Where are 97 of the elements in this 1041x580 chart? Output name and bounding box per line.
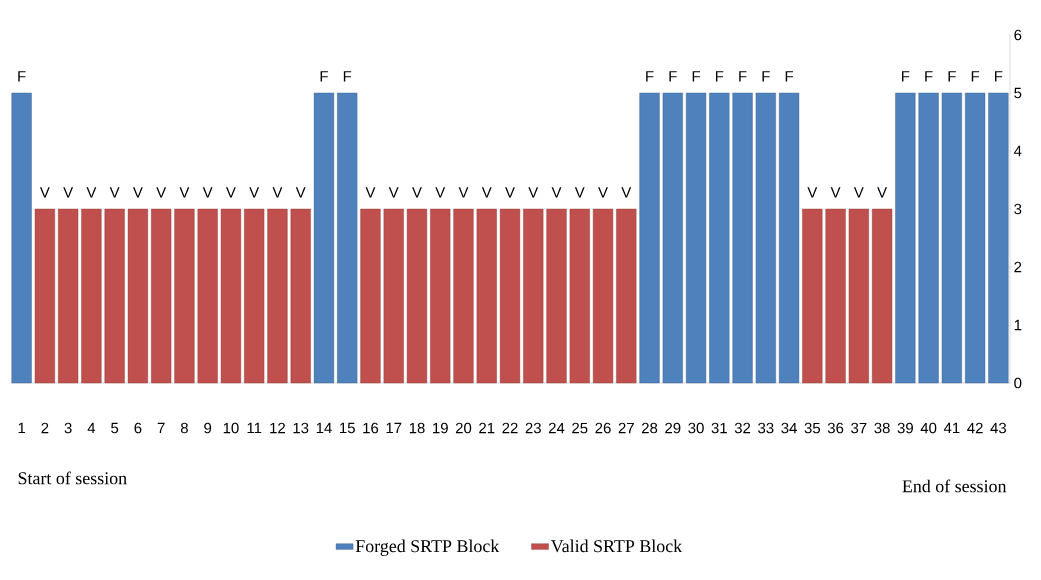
x-tick-label: 37 — [851, 422, 867, 434]
data-label: V — [63, 187, 74, 198]
data-label: V — [109, 187, 120, 198]
x-tick-label: 7 — [157, 422, 165, 434]
x-tick-label: 31 — [711, 422, 727, 434]
data-label: V — [156, 187, 167, 198]
x-tick-label: 30 — [688, 422, 704, 434]
data-label: V — [295, 187, 306, 198]
x-tick-label: 21 — [479, 422, 495, 434]
data-label: V — [551, 187, 562, 198]
x-tick-label: 6 — [134, 422, 142, 434]
data-label: F — [669, 71, 677, 82]
data-label: V — [621, 187, 632, 198]
data-label: F — [995, 71, 1003, 82]
x-tick-label: 20 — [455, 422, 472, 434]
data-label: V — [481, 187, 492, 198]
data-label: V — [179, 187, 190, 198]
x-tick-label: 38 — [874, 422, 890, 434]
data-label: F — [925, 71, 933, 82]
x-tick-label: 8 — [180, 422, 188, 434]
data-label: F — [18, 71, 26, 82]
x-tick-label: 9 — [204, 422, 212, 434]
data-label: V — [365, 187, 376, 198]
data-label: V — [830, 187, 841, 198]
data-label: V — [202, 187, 213, 198]
y-tick-label: 0 — [1014, 377, 1022, 389]
data-label: F — [739, 71, 747, 82]
y-tick-label: 2 — [1014, 261, 1022, 273]
x-tick-label: 26 — [595, 422, 611, 434]
x-tick-label: 3 — [64, 422, 72, 434]
data-label: F — [971, 71, 980, 82]
data-label: F — [715, 71, 724, 82]
x-tick-label: 29 — [665, 422, 681, 434]
data-label: V — [877, 187, 888, 198]
data-label: V — [574, 187, 585, 198]
y-tick-label: 5 — [1014, 87, 1022, 99]
data-label: V — [412, 187, 422, 198]
data-label: F — [785, 71, 794, 82]
x-tick-label: 34 — [781, 422, 797, 434]
y-tick-label: 1 — [1014, 319, 1022, 331]
x-tick-label: 36 — [827, 422, 844, 434]
data-label: V — [435, 187, 446, 198]
data-label: V — [226, 187, 236, 198]
x-tick-label: 42 — [967, 422, 983, 434]
x-tick-label: 19 — [433, 422, 448, 434]
x-tick-label: 23 — [525, 422, 541, 434]
data-label: F — [692, 71, 701, 82]
text: Start of session — [18, 471, 127, 485]
x-tick-label: 14 — [316, 422, 332, 434]
x-tick-label: 11 — [247, 422, 262, 434]
x-tick-label: 4 — [87, 422, 96, 434]
data-label: F — [902, 71, 910, 82]
x-tick-label: 13 — [293, 422, 309, 434]
x-tick-label: 22 — [502, 422, 518, 434]
x-tick-label: 25 — [572, 422, 588, 434]
data-label: V — [528, 187, 539, 198]
data-label: V — [272, 187, 283, 198]
data-label: V — [458, 187, 469, 198]
y-tick-label: 6 — [1014, 29, 1022, 41]
x-tick-label: 28 — [641, 422, 658, 434]
data-label: V — [388, 187, 399, 198]
x-tick-label: 32 — [734, 422, 751, 434]
x-tick-label: 18 — [409, 422, 425, 434]
x-tick-label: 12 — [270, 422, 285, 434]
text: End of session — [902, 479, 1007, 493]
x-tick-label: 41 — [943, 422, 960, 434]
x-tick-label: 43 — [990, 422, 1007, 434]
x-tick-label: 5 — [111, 422, 119, 434]
x-tick-label: 10 — [223, 422, 239, 434]
data-label: F — [948, 71, 956, 82]
data-label: F — [320, 71, 328, 82]
data-label: V — [132, 187, 143, 198]
x-tick-label: 35 — [804, 422, 821, 434]
x-tick-label: 2 — [41, 422, 49, 434]
x-tick-label: 15 — [340, 422, 355, 434]
x-tick-label: 33 — [758, 422, 774, 434]
data-label: F — [762, 71, 770, 82]
data-label: F — [646, 71, 654, 82]
data-label: V — [807, 187, 818, 198]
x-tick-label: 17 — [386, 422, 402, 434]
legend-label: Valid SRTP Block — [550, 539, 683, 553]
x-tick-label: 27 — [618, 422, 634, 434]
x-tick-label: 24 — [548, 422, 565, 434]
data-label: V — [39, 187, 50, 198]
y-tick-label: 3 — [1014, 203, 1022, 215]
data-label: F — [343, 71, 352, 82]
x-tick-label: 16 — [363, 422, 379, 434]
data-label: V — [598, 187, 608, 198]
legend-label: Forged SRTP Block — [355, 539, 500, 556]
y-tick-label: 4 — [1014, 145, 1022, 157]
x-tick-label: 40 — [920, 422, 937, 434]
x-tick-label: 39 — [897, 422, 913, 434]
data-label: V — [505, 187, 515, 198]
data-label: V — [853, 187, 864, 198]
x-tick-label: 1 — [18, 422, 26, 434]
data-label: V — [86, 187, 97, 198]
data-label: V — [249, 187, 260, 198]
